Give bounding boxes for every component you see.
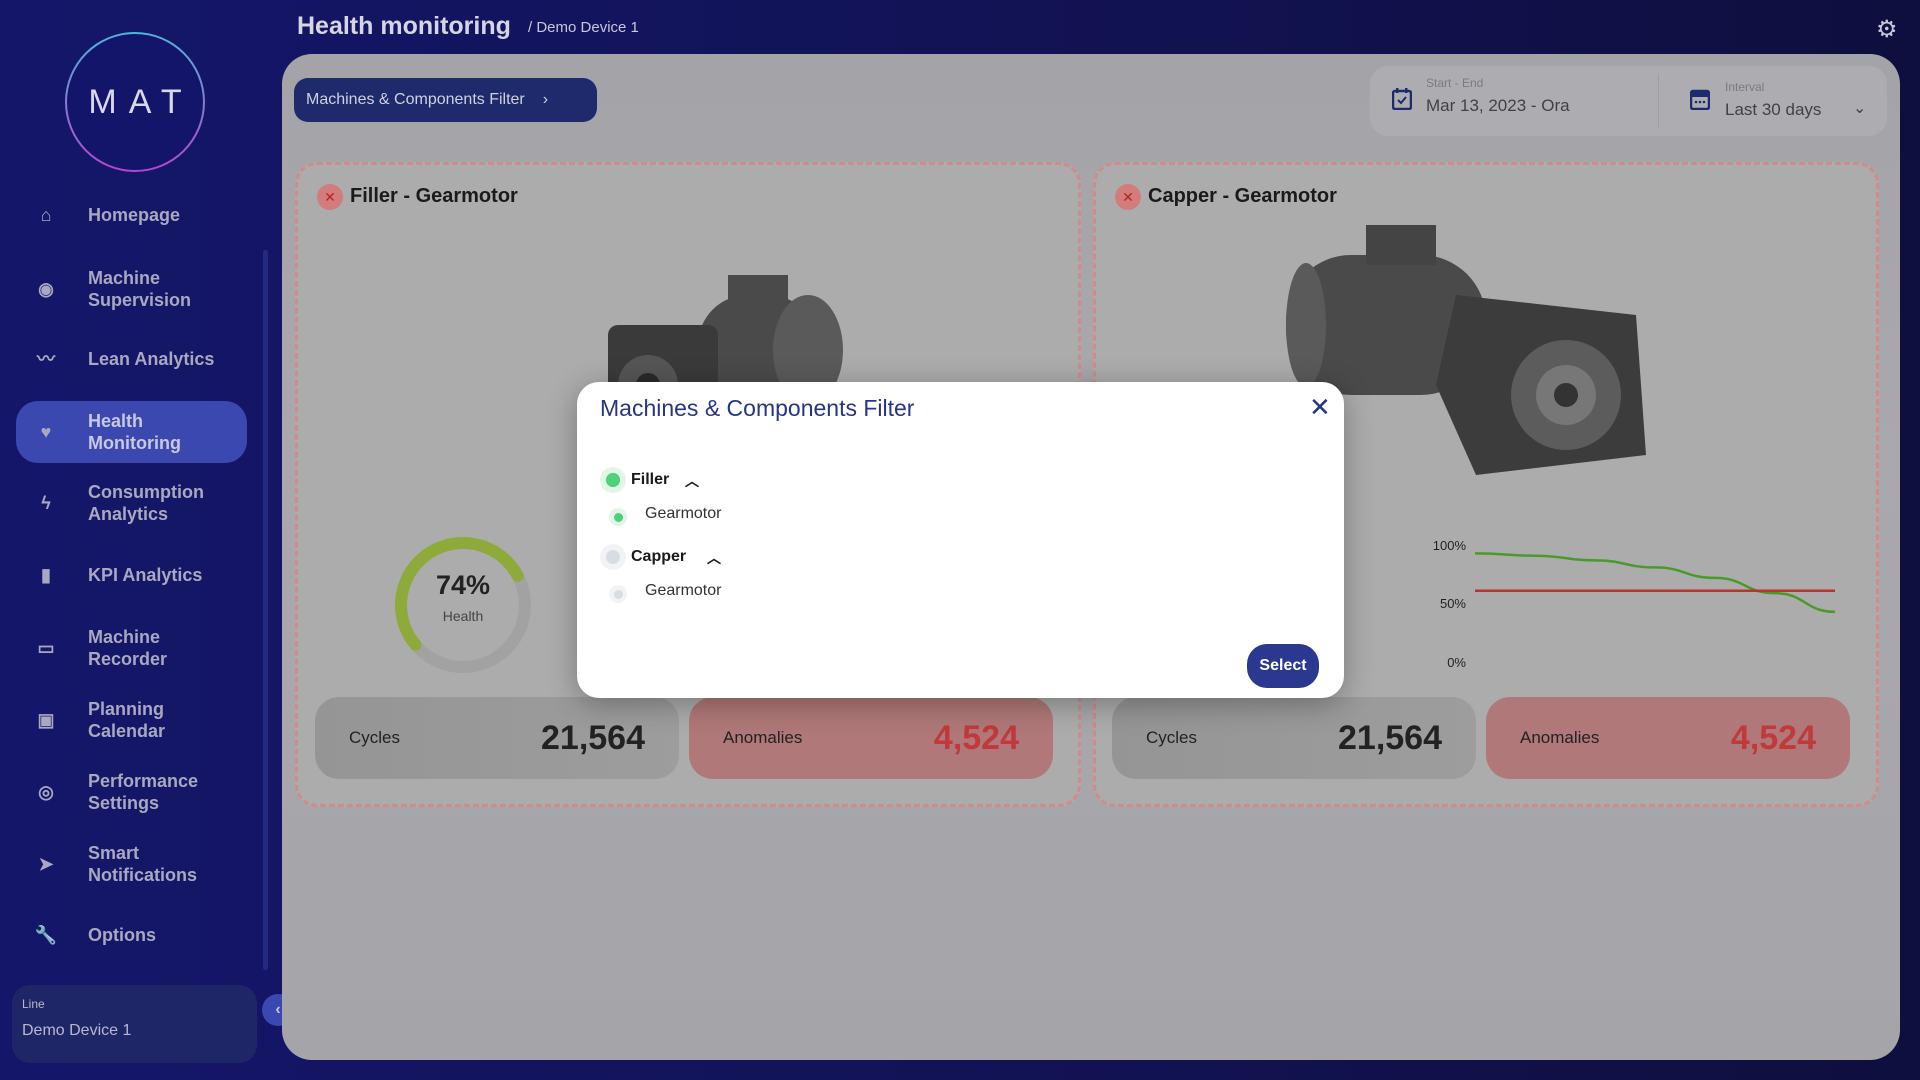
sidebar-item-label: Planning Calendar — [88, 699, 166, 741]
sidebar-item-label: Consumption Analytics — [88, 482, 204, 524]
filler-cycles: Cycles 21,564 — [315, 697, 679, 779]
sidebar-item-lean-analytics[interactable]: 〰 Lean Analytics — [16, 328, 247, 390]
y-tick-label: 50% — [1439, 596, 1466, 611]
gearmotor-image — [1286, 225, 1646, 475]
sidebar-item-machine-supervision[interactable]: ◉ Machine Supervision — [16, 258, 247, 320]
interval-label: Interval — [1725, 80, 1765, 94]
sidebar-item-label: Machine Recorder — [88, 627, 168, 669]
sidebar-item-homepage[interactable]: ⌂ Homepage — [16, 184, 247, 246]
capper-gearmotor-radio[interactable] — [609, 585, 627, 603]
interval-select[interactable]: Interval Last 30 days ⌄ — [1725, 80, 1875, 130]
line-value: Demo Device 1 — [22, 1022, 132, 1039]
send-icon: ➤ — [38, 854, 54, 874]
filler-gearmotor-option[interactable]: Gearmotor — [645, 505, 722, 522]
health-label: Health — [442, 608, 484, 624]
bar-chart-icon: ▮ — [41, 565, 51, 585]
cycles-value: 21,564 — [1338, 718, 1442, 757]
chevron-up-icon[interactable]: ︿ — [685, 473, 699, 489]
sidebar-item-label: Machine Supervision — [88, 268, 192, 310]
sidebar-item-consumption-analytics[interactable]: ϟ Consumption Analytics — [16, 472, 247, 534]
health-value: 74% — [435, 570, 491, 600]
calendar-icon: ▣ — [37, 710, 55, 730]
heart-pulse-icon: ♥ — [40, 422, 52, 442]
stopwatch-icon: ◎ — [38, 782, 54, 802]
sidebar-item-label: Lean Analytics — [88, 349, 215, 369]
eye-icon: ◉ — [38, 279, 54, 299]
anomalies-label: Anomalies — [1520, 728, 1600, 747]
filter-button-label: Machines & Components Filter — [306, 91, 525, 108]
sidebar-item-kpi-analytics[interactable]: ▮ KPI Analytics — [16, 544, 247, 606]
health-trend-chart — [1475, 552, 1836, 614]
anomalies-value: 4,524 — [933, 718, 1019, 757]
cycles-value: 21,564 — [541, 718, 645, 757]
chevron-up-icon[interactable]: ︿ — [707, 550, 721, 566]
filter-button[interactable]: Machines & Components Filter › — [294, 78, 597, 122]
line-selector[interactable]: Line Demo Device 1 — [12, 985, 257, 1063]
sidebar-item-label: Smart Notifications — [88, 843, 198, 885]
wrench-icon: 🔧 — [34, 925, 58, 945]
health-gauge — [395, 537, 531, 673]
sidebar-item-label: Health Monitoring — [88, 411, 181, 453]
y-tick-label: 100% — [1432, 538, 1466, 553]
chevron-left-icon: ‹ — [275, 1001, 281, 1018]
card-title: Capper - Gearmotor — [1148, 185, 1337, 207]
recorder-icon: ▭ — [37, 638, 55, 658]
sidebar-item-machine-recorder[interactable]: ▭ Machine Recorder — [16, 617, 247, 679]
calendar-icon — [1689, 88, 1711, 115]
home-icon: ⌂ — [40, 205, 52, 225]
capper-gearmotor-option[interactable]: Gearmotor — [645, 582, 722, 599]
page-title: Health monitoring — [297, 12, 511, 40]
filler-gearmotor-radio[interactable] — [609, 508, 627, 526]
card-title: Filler - Gearmotor — [350, 185, 518, 207]
interval-value: Last 30 days — [1725, 100, 1822, 119]
group-filler[interactable]: Filler — [631, 471, 670, 488]
close-icon[interactable]: ✕ — [1309, 392, 1331, 422]
sidebar-item-performance-settings[interactable]: ◎ Performance Settings — [16, 761, 247, 823]
sidebar-item-label: Homepage — [88, 205, 181, 225]
filter-modal: Machines & Components Filter ✕ Filler ︿ … — [577, 382, 1344, 698]
select-button[interactable]: Select — [1247, 644, 1319, 688]
trend-icon: 〰 — [37, 349, 55, 369]
capper-anomalies: Anomalies 4,524 — [1486, 697, 1850, 779]
capper-radio[interactable] — [600, 544, 626, 570]
chevron-right-icon: › — [542, 91, 549, 108]
cycles-label: Cycles — [1146, 728, 1198, 747]
sidebar-item-options[interactable]: 🔧 Options — [16, 904, 247, 966]
bolt-icon: ϟ — [41, 493, 51, 513]
chevron-down-icon: ⌄ — [1853, 100, 1867, 117]
remove-icon[interactable]: ✕ — [317, 184, 343, 210]
line-label: Line — [22, 997, 45, 1011]
sidebar-item-health-monitoring[interactable]: ♥ Health Monitoring — [16, 401, 247, 463]
anomalies-value: 4,524 — [1730, 718, 1816, 757]
sidebar-item-label: KPI Analytics — [88, 565, 203, 585]
sidebar-item-smart-notifications[interactable]: ➤ Smart Notifications — [16, 833, 247, 895]
date-range-field[interactable]: Start - End Mar 13, 2023 - Ora — [1426, 76, 1646, 126]
modal-title: Machines & Components Filter — [600, 395, 915, 421]
health-series-line — [1475, 552, 1836, 614]
sidebar-scrollbar[interactable] — [263, 250, 268, 970]
gear-icon[interactable]: ⚙ — [1876, 16, 1898, 43]
sidebar-item-planning-calendar[interactable]: ▣ Planning Calendar — [16, 689, 247, 751]
group-capper[interactable]: Capper — [631, 548, 687, 565]
date-range-value: Mar 13, 2023 - Ora — [1426, 96, 1570, 115]
date-range-label: Start - End — [1426, 76, 1484, 90]
sidebar-item-label: Performance Settings — [88, 771, 199, 813]
y-tick-label: 0% — [1447, 655, 1466, 670]
remove-icon[interactable]: ✕ — [1115, 184, 1141, 210]
date-controls: Start - End Mar 13, 2023 - Ora Interval … — [1370, 66, 1887, 136]
capper-cycles: Cycles 21,564 — [1112, 697, 1476, 779]
breadcrumb: / Demo Device 1 — [528, 19, 639, 36]
sidebar-item-label: Options — [88, 925, 156, 945]
logo: MAT — [65, 32, 205, 172]
anomalies-label: Anomalies — [723, 728, 803, 747]
calendar-check-icon — [1391, 88, 1413, 115]
divider — [1658, 74, 1659, 128]
filler-anomalies: Anomalies 4,524 — [689, 697, 1053, 779]
filler-radio[interactable] — [600, 467, 626, 493]
cycles-label: Cycles — [349, 728, 401, 747]
